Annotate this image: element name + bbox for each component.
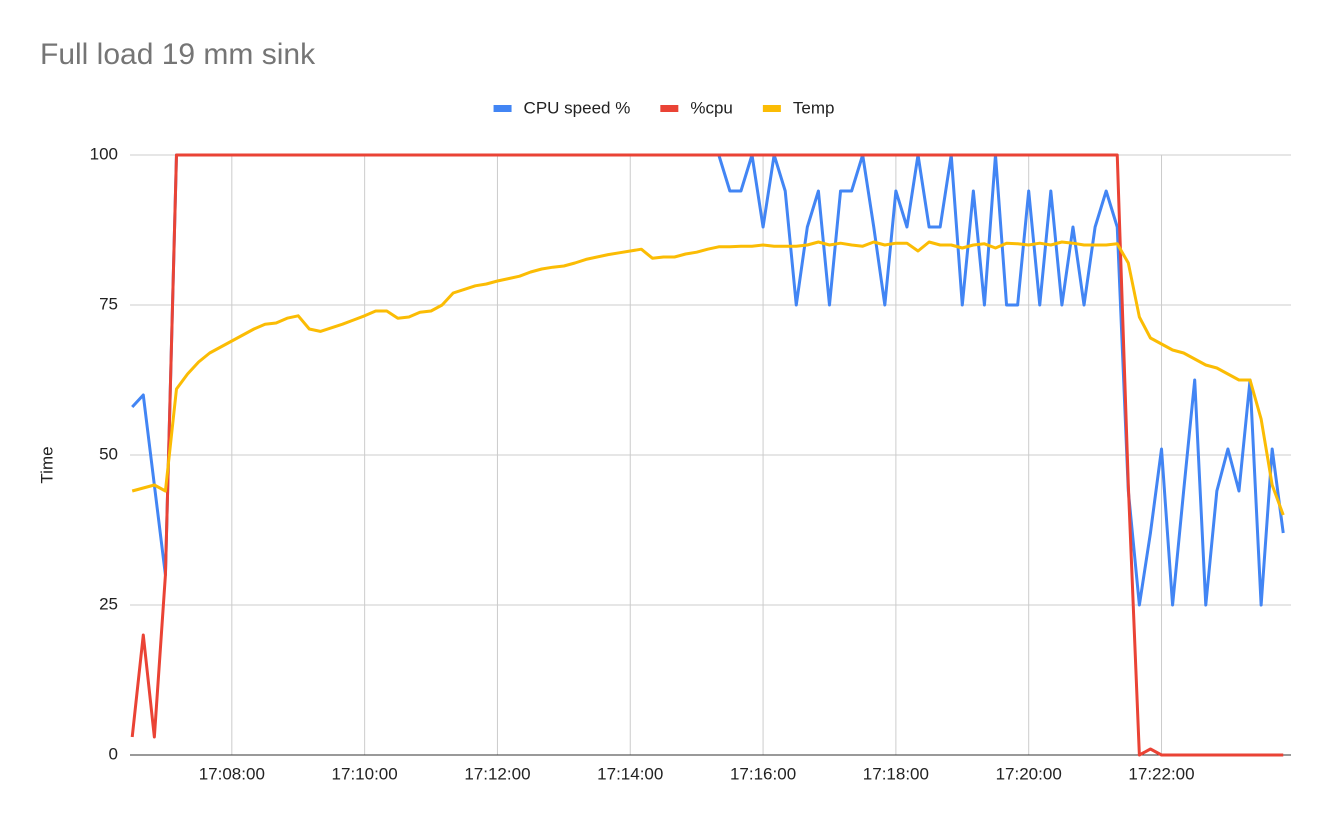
x-tick-label: 17:14:00 <box>597 764 663 783</box>
series-line <box>131 240 1285 516</box>
y-tick-label: 25 <box>99 594 118 613</box>
legend: CPU speed % %cpu Temp <box>493 98 835 117</box>
y-axis-label: Time <box>37 446 56 483</box>
x-tick-label: 17:18:00 <box>863 764 929 783</box>
chart-title: Full load 19 mm sink <box>40 38 316 71</box>
y-tick-label: 0 <box>109 744 118 763</box>
x-tick-label: 17:12:00 <box>464 764 530 783</box>
x-tick-label: 17:08:00 <box>199 764 265 783</box>
x-tick-label: 17:10:00 <box>332 764 398 783</box>
x-tick-label: 17:22:00 <box>1128 764 1194 783</box>
legend-label: Temp <box>793 98 835 117</box>
legend-label: %cpu <box>690 98 733 117</box>
series-line <box>130 153 1284 757</box>
legend-swatch <box>660 105 679 112</box>
legend-swatch <box>493 105 512 112</box>
legend-label: CPU speed % <box>524 98 631 117</box>
y-tick-label: 100 <box>90 144 118 163</box>
x-tick-label: 17:16:00 <box>730 764 796 783</box>
y-tick-label: 75 <box>99 294 118 313</box>
y-tick-label: 50 <box>99 444 118 463</box>
legend-swatch <box>762 105 781 112</box>
x-tick-label: 17:20:00 <box>996 764 1062 783</box>
